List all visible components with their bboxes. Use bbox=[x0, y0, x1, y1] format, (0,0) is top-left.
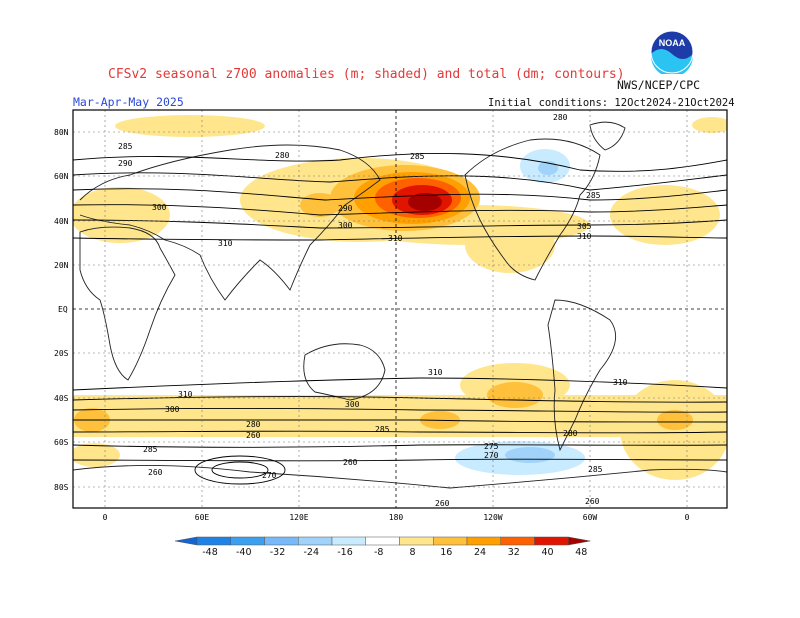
colorbar-tick-label: 40 bbox=[541, 547, 553, 558]
contour-label: 280 bbox=[563, 429, 578, 438]
contour-label: 285 bbox=[410, 152, 425, 161]
colorbar-tick-label: -16 bbox=[337, 547, 353, 558]
colorbar-segment bbox=[264, 536, 299, 546]
colorbar: -48 -40 -32 -24 -16 -8 8 16 24 32 40 48 bbox=[174, 536, 591, 558]
contour-label: 280 bbox=[246, 420, 261, 429]
lat-label: 40S bbox=[54, 394, 69, 403]
colorbar-tick-label: 32 bbox=[508, 547, 520, 558]
contour-label: 305 bbox=[577, 222, 592, 231]
contour-label: 310 bbox=[218, 239, 233, 248]
contour-label: 300 bbox=[165, 405, 180, 414]
figure-title: CFSv2 seasonal z700 anomalies (m; shaded… bbox=[108, 67, 625, 82]
forecast-period: Mar-Apr-May 2025 bbox=[73, 95, 184, 109]
colorbar-segment bbox=[298, 536, 333, 546]
lat-label: EQ bbox=[58, 305, 68, 314]
contour-value-labels: 285 290 300 310 290 300 310 285 305 310 … bbox=[118, 113, 628, 508]
colorbar-segment bbox=[534, 536, 569, 546]
contour-label: 260 bbox=[246, 431, 261, 440]
contour-label: 285 bbox=[118, 142, 133, 151]
colorbar-tick-label: 16 bbox=[440, 547, 452, 558]
colorbar-tick-label: 8 bbox=[409, 547, 415, 558]
map-frame bbox=[72, 109, 728, 509]
colorbar-segment bbox=[230, 536, 265, 546]
colorbar-tick-label: -32 bbox=[270, 547, 286, 558]
contour-label: 275 bbox=[484, 442, 499, 451]
colorbar-segment bbox=[365, 536, 400, 546]
colorbar-tick-label: -48 bbox=[202, 547, 218, 558]
colorbar-segment bbox=[433, 536, 468, 546]
contour-label: 285 bbox=[143, 445, 158, 454]
colorbar-tick-label: 48 bbox=[575, 547, 587, 558]
contour-label: 300 bbox=[338, 221, 353, 230]
colorbar-tick-label: -24 bbox=[303, 547, 319, 558]
contour-label: 260 bbox=[585, 497, 600, 506]
contour-label: 260 bbox=[343, 458, 358, 467]
lat-label: 20S bbox=[54, 349, 69, 358]
continents bbox=[73, 121, 727, 489]
contour-label: 310 bbox=[428, 368, 443, 377]
colorbar-min-arrow bbox=[174, 536, 198, 546]
initial-conditions: Initial conditions: 12Oct2024-21Oct2024 bbox=[488, 97, 735, 109]
contour-label: 290 bbox=[118, 159, 133, 168]
colorbar-segment bbox=[500, 536, 535, 546]
colorbar-tick-label: -40 bbox=[236, 547, 252, 558]
colorbar-segment bbox=[399, 536, 434, 546]
contour-label: 285 bbox=[586, 191, 601, 200]
lon-label: 60W bbox=[583, 513, 598, 522]
lon-label: 120W bbox=[483, 513, 502, 522]
lon-label: 120E bbox=[289, 513, 308, 522]
latitude-labels: 80N 60N 40N 20N EQ 20S 40S 60S 80S bbox=[54, 128, 69, 492]
lat-label: 60N bbox=[54, 172, 69, 181]
lat-label: 40N bbox=[54, 217, 69, 226]
contour-label: 300 bbox=[152, 203, 167, 212]
lon-label: 0 bbox=[685, 513, 690, 522]
contour-label: 270 bbox=[262, 471, 277, 480]
noaa-logo-text: NOAA bbox=[659, 38, 686, 48]
agency-label: NWS/NCEP/CPC bbox=[617, 78, 701, 92]
contour-label: 310 bbox=[577, 232, 592, 241]
noaa-logo-icon: NOAA bbox=[650, 30, 694, 74]
colorbar-tick-label: 24 bbox=[474, 547, 486, 558]
equator-dateline bbox=[73, 110, 727, 508]
colorbar-segment bbox=[466, 536, 501, 546]
colorbar-tick-label: -8 bbox=[374, 547, 383, 558]
height-contours bbox=[73, 153, 727, 485]
lat-label: 60S bbox=[54, 438, 69, 447]
anomaly-shading bbox=[73, 115, 727, 480]
contour-label: 260 bbox=[435, 499, 450, 508]
contour-label: 280 bbox=[553, 113, 568, 122]
colorbar-max-arrow bbox=[568, 536, 591, 546]
longitude-labels: 0 60E 120E 180 120W 60W 0 bbox=[103, 513, 690, 522]
contour-label: 260 bbox=[148, 468, 163, 477]
contour-label: 285 bbox=[375, 425, 390, 434]
contour-label: 280 bbox=[275, 151, 290, 160]
lat-label: 20N bbox=[54, 261, 69, 270]
contour-label: 290 bbox=[338, 204, 353, 213]
lat-label: 80S bbox=[54, 483, 69, 492]
contour-label: 300 bbox=[345, 400, 360, 409]
colorbar-segment bbox=[196, 536, 231, 546]
lat-label: 80N bbox=[54, 128, 69, 137]
lon-label: 180 bbox=[389, 513, 404, 522]
lon-label: 60E bbox=[195, 513, 210, 522]
contour-label: 285 bbox=[588, 465, 603, 474]
contour-label: 310 bbox=[613, 378, 628, 387]
contour-label: 270 bbox=[484, 451, 499, 460]
gridlines bbox=[73, 110, 727, 508]
contour-label: 310 bbox=[178, 390, 193, 399]
lon-label: 0 bbox=[103, 513, 108, 522]
contour-label: 310 bbox=[388, 234, 403, 243]
colorbar-segment bbox=[331, 536, 366, 546]
